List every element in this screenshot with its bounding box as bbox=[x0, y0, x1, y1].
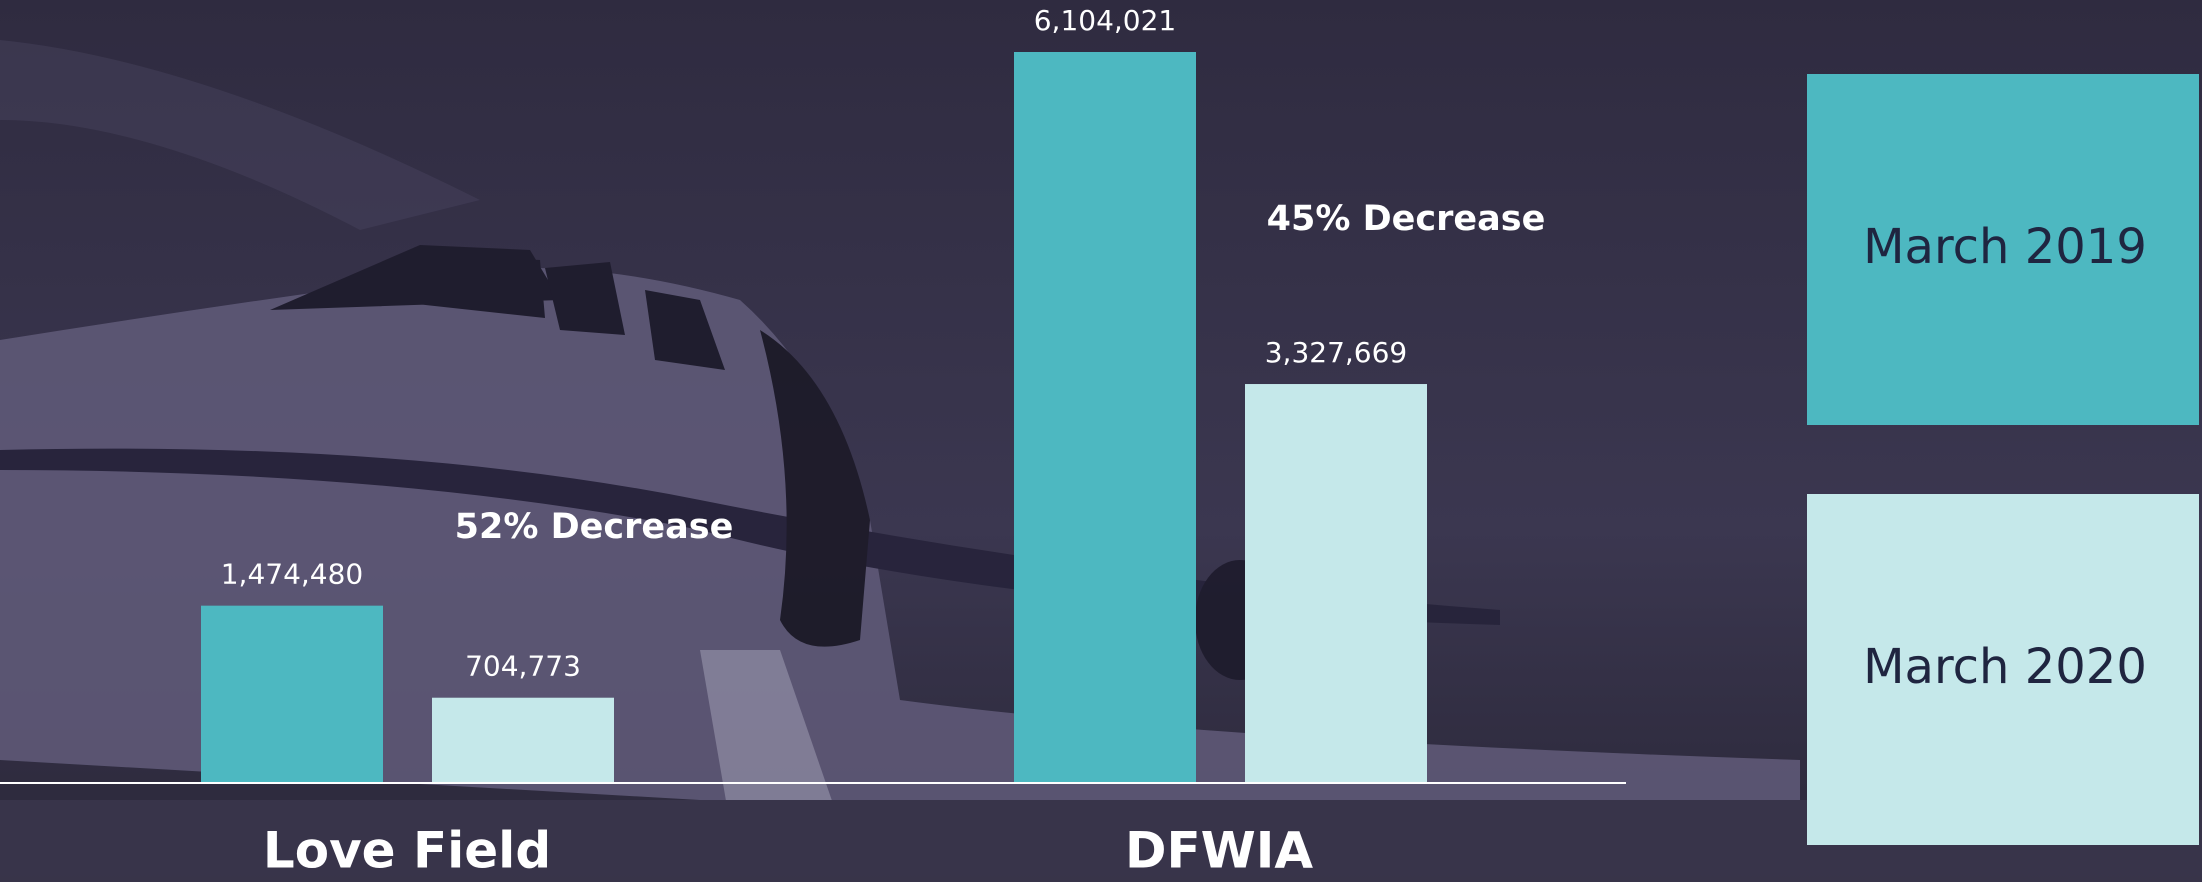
legend-label: March 2019 bbox=[1863, 219, 2147, 275]
value-label: 3,327,669 bbox=[1265, 336, 1408, 369]
legend-swatch bbox=[1807, 74, 2199, 425]
bar bbox=[1014, 52, 1196, 782]
x-tick-label: DFWIA bbox=[1125, 822, 1313, 880]
legend-label: March 2020 bbox=[1863, 639, 2147, 695]
bar bbox=[432, 697, 614, 782]
x-tick-label: Love Field bbox=[263, 822, 551, 880]
annotation: 52% Decrease bbox=[455, 507, 734, 547]
bar bbox=[1245, 384, 1427, 782]
value-label: 1,474,480 bbox=[221, 558, 364, 591]
legend-swatch bbox=[1807, 494, 2199, 845]
bar bbox=[201, 605, 383, 782]
value-label: 704,773 bbox=[465, 650, 581, 683]
annotation: 45% Decrease bbox=[1267, 199, 1546, 239]
value-label: 6,104,021 bbox=[1034, 4, 1177, 37]
